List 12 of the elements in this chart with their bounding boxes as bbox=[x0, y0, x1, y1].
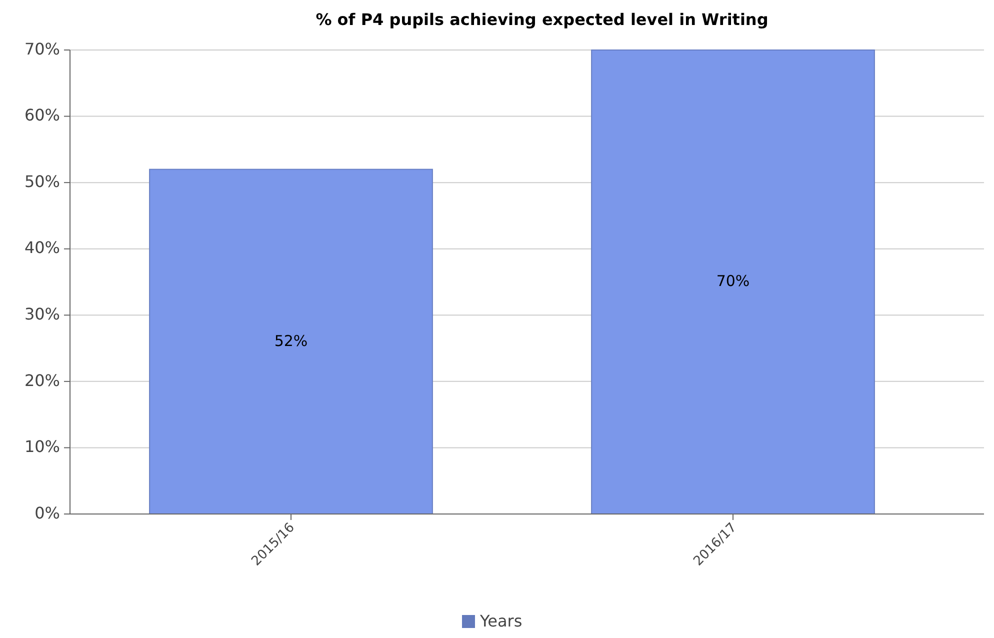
legend-label: Years bbox=[479, 611, 522, 630]
y-tick-label: 70% bbox=[24, 39, 60, 58]
y-tick-label: 0% bbox=[34, 503, 60, 522]
chart-title: % of P4 pupils achieving expected level in Writing bbox=[316, 10, 768, 29]
data-label: 52% bbox=[274, 332, 308, 350]
y-tick-label: 50% bbox=[24, 172, 60, 191]
y-tick-label: 20% bbox=[24, 370, 60, 390]
y-tick-label: 40% bbox=[24, 238, 60, 258]
data-label: 70% bbox=[716, 272, 750, 290]
y-tick-label: 30% bbox=[24, 304, 60, 324]
y-tick-label: 10% bbox=[24, 437, 60, 456]
y-tick-label: 60% bbox=[24, 106, 60, 125]
